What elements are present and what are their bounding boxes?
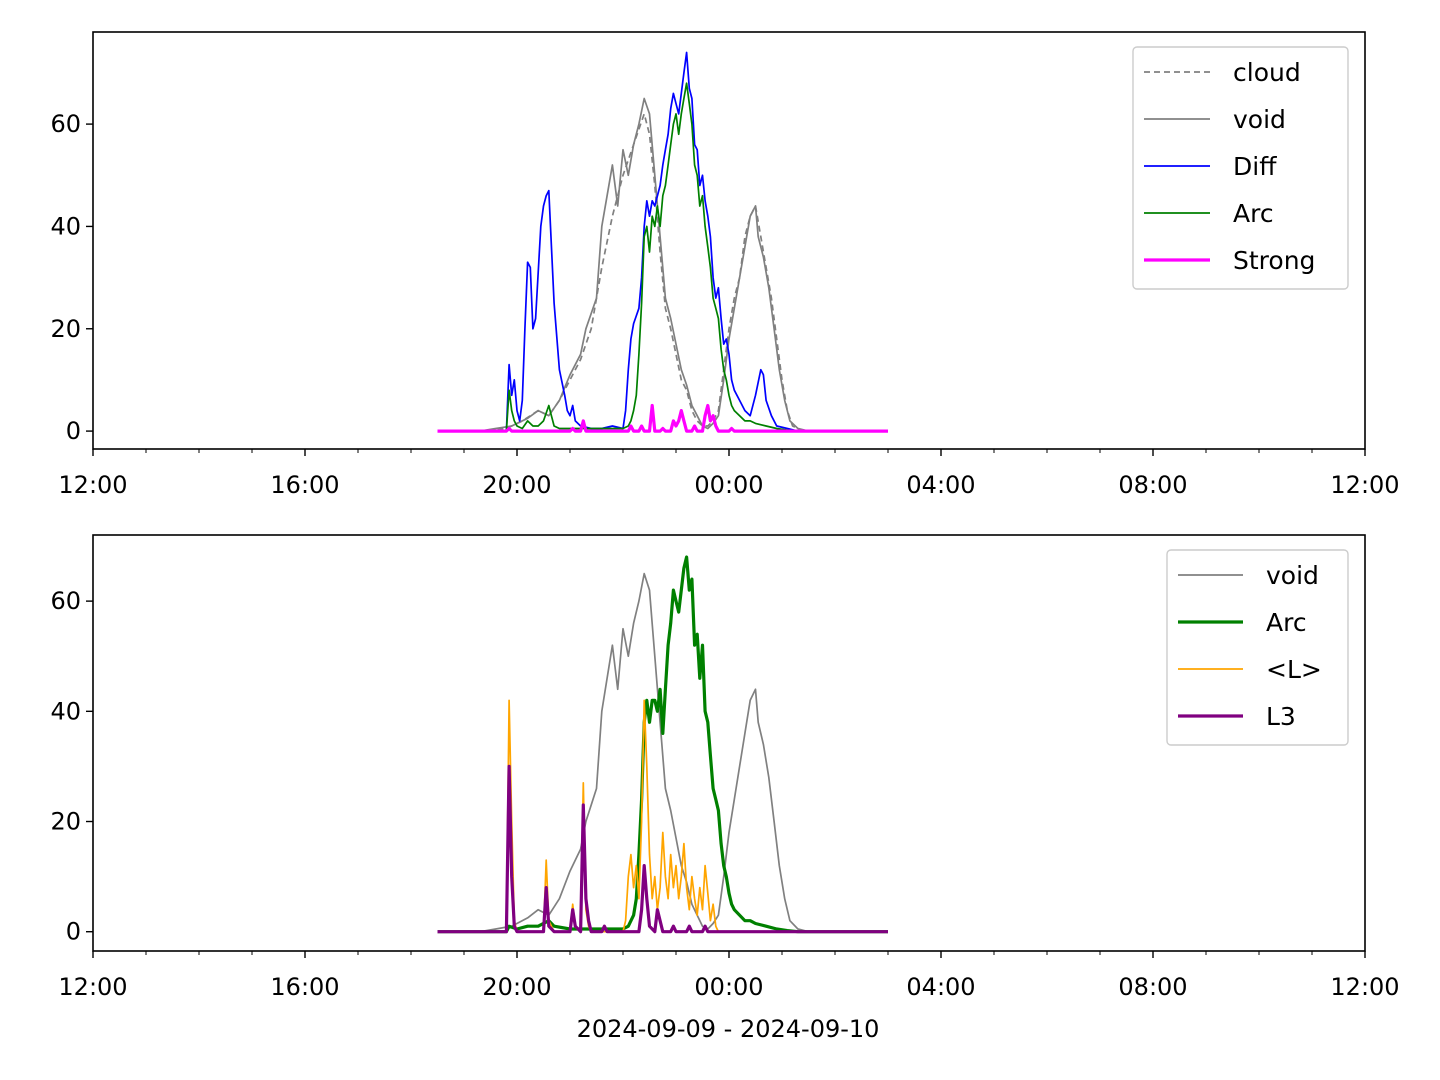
panel1-legend-label-1: Arc: [1266, 608, 1307, 637]
panel1-legend-label-0: void: [1266, 561, 1319, 590]
panel0-legend-label-1: void: [1233, 105, 1286, 134]
panel0-y-tick-label-60: 60: [50, 110, 81, 138]
panel1-legend: void Arc <L> L3: [1166, 549, 1349, 746]
panel0-y-tick-label-0: 0: [66, 417, 81, 445]
panel1-y-tick-label-20: 20: [50, 808, 81, 836]
panel0-legend-label-3: Arc: [1233, 199, 1274, 228]
panel0-series-line-1: [437, 97, 888, 432]
panel0-series-line-2: [437, 51, 888, 432]
panel1-y-tick-label-40: 40: [50, 697, 81, 725]
panel1-x-tick-label-1: 16:00: [270, 973, 339, 1001]
panel0-x-tick-label-0: 12:00: [58, 471, 127, 499]
panel1-legend-label-2: <L>: [1266, 655, 1322, 684]
panel0-y-tick-label-20: 20: [50, 315, 81, 343]
panel0-legend-box: [1132, 46, 1349, 290]
panel1-x-tick-label-6: 12:00: [1330, 973, 1399, 1001]
panel0-legend: cloud void Diff Arc Strong: [1132, 46, 1349, 290]
panel0-x-tick-label-3: 00:00: [694, 471, 763, 499]
top-panel: 0 20 40 60 12:00 16:00 20:00 00:00 04:00 08:00 12:…: [50, 31, 1400, 499]
panel1-legend-box: [1166, 549, 1349, 746]
x-axis-title: 2024-09-09 - 2024-09-10: [577, 1015, 880, 1043]
panel0-series-line-3: [437, 82, 888, 432]
panel0-legend-label-0: cloud: [1233, 58, 1301, 87]
panel1-x-tick-label-0: 12:00: [58, 973, 127, 1001]
panel0-x-tick-label-2: 20:00: [482, 471, 551, 499]
panel1-x-tick-label-4: 04:00: [906, 973, 975, 1001]
panel0-x-tick-label-6: 12:00: [1330, 471, 1399, 499]
panel1-x-tick-label-5: 08:00: [1118, 973, 1187, 1001]
panel0-x-tick-label-4: 04:00: [906, 471, 975, 499]
panel1-y-tick-label-60: 60: [50, 587, 81, 615]
panel1-x-tick-label-3: 00:00: [694, 973, 763, 1001]
panel1-series-line-0: [437, 572, 888, 933]
panel0-series-line-0: [437, 113, 888, 432]
panel1-y-tick-label-0: 0: [66, 918, 81, 946]
bottom-panel: 0 20 40 60 12:00 16:00 20:00 00:00 04:00 08:00 12:…: [50, 534, 1400, 1001]
panel0-legend-label-4: Strong: [1233, 246, 1315, 275]
panel1-series-line-1: [437, 555, 888, 934]
panel0-series-line-4: [437, 403, 888, 433]
panel0-x-tick-label-5: 08:00: [1118, 471, 1187, 499]
panel0-x-tick-label-1: 16:00: [270, 471, 339, 499]
panel1-x-tick-label-2: 20:00: [482, 973, 551, 1001]
panel0-legend-label-2: Diff: [1233, 152, 1277, 181]
panel1-legend-label-3: L3: [1266, 702, 1296, 731]
panel0-y-tick-label-40: 40: [50, 212, 81, 240]
panel1-series-line-3: [437, 764, 888, 934]
